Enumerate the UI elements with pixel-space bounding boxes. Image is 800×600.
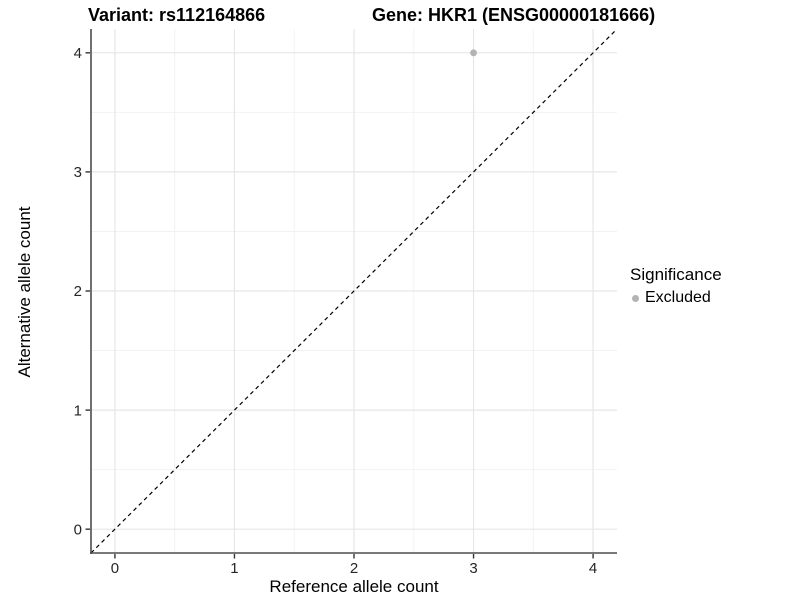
- y-axis-title: Alternative allele count: [15, 206, 34, 378]
- x-tick-label: 0: [111, 560, 119, 577]
- x-tick-label: 4: [589, 560, 597, 577]
- x-tick-label: 3: [469, 560, 477, 577]
- plot-title-variant: Variant: rs112164866: [88, 5, 266, 25]
- legend: Significance Excluded: [630, 265, 722, 307]
- y-tick-label: 3: [74, 164, 82, 181]
- x-axis-title: Reference allele count: [269, 577, 439, 596]
- identity-reference-line: [90, 28, 618, 554]
- legend-items: Excluded: [630, 289, 722, 307]
- legend-entry: Excluded: [630, 289, 722, 307]
- y-tick-label: 1: [74, 402, 82, 419]
- plot-title-gene: Gene: HKR1 (ENSG00000181666): [372, 5, 656, 25]
- y-tick-label: 4: [74, 45, 82, 62]
- legend-title: Significance: [630, 265, 722, 284]
- legend-point-icon: [632, 294, 639, 302]
- data-point: [470, 49, 477, 57]
- y-tick-label: 2: [74, 283, 82, 300]
- legend-entry-label: Excluded: [645, 289, 711, 306]
- x-tick-label: 2: [350, 560, 358, 577]
- y-tick-label: 0: [74, 521, 82, 538]
- x-tick-label: 1: [230, 560, 238, 577]
